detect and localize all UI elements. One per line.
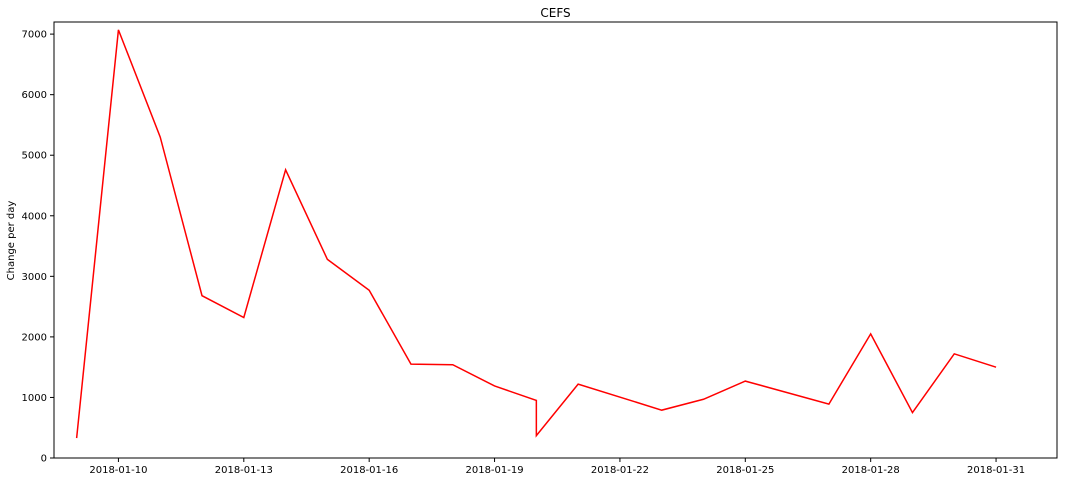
y-tick-label: 0	[41, 454, 47, 465]
y-tick-label: 3000	[22, 272, 47, 283]
y-tick-label: 1000	[22, 393, 47, 404]
y-axis-label: Change per day	[6, 201, 17, 281]
plot-area	[53, 21, 1058, 459]
plot-border	[53, 21, 1058, 459]
y-tick-label: 5000	[22, 151, 47, 162]
x-tick-label: 2018-01-22	[591, 465, 649, 476]
chart-title: CEFS	[540, 6, 570, 20]
series-layer	[75, 29, 997, 439]
y-tick-label: 6000	[22, 90, 47, 101]
y-tick-label: 4000	[22, 211, 47, 222]
x-tick-label: 2018-01-13	[215, 465, 273, 476]
x-tick-label: 2018-01-19	[465, 465, 523, 476]
y-axis: 0 1000 2000 3000 4000 5000 6000 7000	[22, 30, 54, 465]
x-tick-label: 2018-01-28	[842, 465, 900, 476]
x-tick-label: 2018-01-31	[967, 465, 1025, 476]
x-tick-label: 2018-01-16	[340, 465, 398, 476]
x-tick-label: 2018-01-25	[716, 465, 774, 476]
series-line-1	[75, 29, 997, 439]
y-tick-label: 2000	[22, 332, 47, 343]
x-tick-label: 2018-01-10	[89, 465, 147, 476]
y-tick-label: 7000	[22, 30, 47, 41]
x-axis: 2018-01-10 2018-01-13 2018-01-16 2018-01-19…	[89, 458, 1025, 476]
